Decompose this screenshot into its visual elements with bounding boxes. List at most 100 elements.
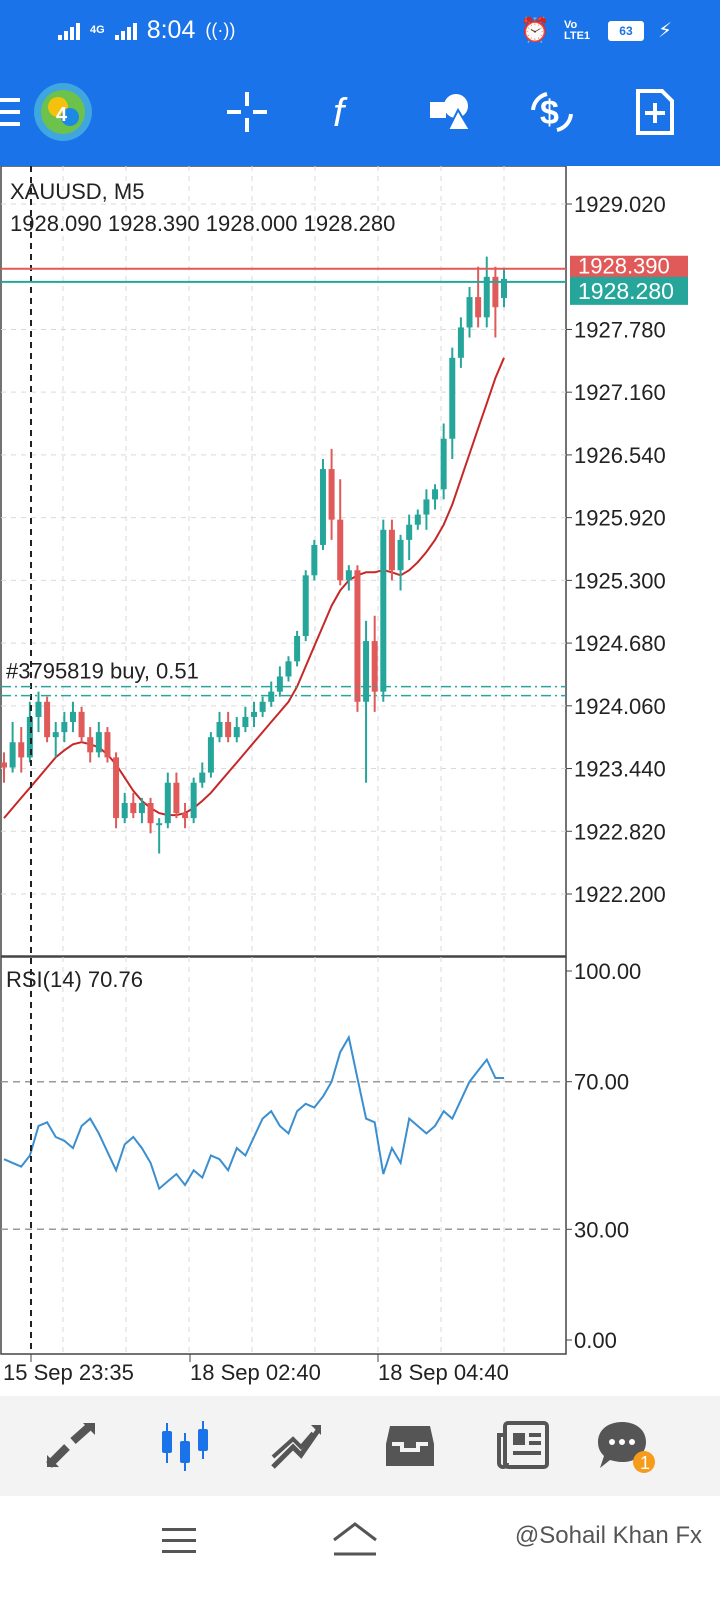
rsi-pane-frame bbox=[0, 956, 567, 1355]
price-tick-label: 1922.820 bbox=[574, 819, 666, 844]
candle-body bbox=[388, 529, 395, 571]
metatrader-logo[interactable]: 4 bbox=[30, 72, 96, 152]
status-time: 8:04 bbox=[146, 16, 196, 44]
status-right: ⏰ Vo LTE1 63 ⚡ bbox=[520, 16, 672, 45]
svg-text:4: 4 bbox=[56, 104, 68, 126]
rsi-line bbox=[3, 1034, 504, 1191]
price-tick-label: 1926.540 bbox=[574, 443, 666, 468]
time-tick-label: 18 Sep 02:40 bbox=[190, 1360, 321, 1385]
ohlc-label: 1928.090 1928.390 1928.000 1928.280 bbox=[10, 211, 395, 236]
home-icon[interactable] bbox=[330, 1520, 380, 1560]
candle-body bbox=[61, 722, 68, 733]
svg-text:f: f bbox=[333, 91, 348, 134]
price-tick-label: 1927.780 bbox=[574, 317, 666, 342]
price-tick-label: 1923.440 bbox=[574, 757, 666, 782]
candle-body bbox=[475, 297, 482, 318]
candle-body bbox=[113, 757, 120, 819]
candle-body bbox=[440, 438, 447, 490]
candle-body bbox=[156, 823, 163, 826]
price-tick-label: 1922.200 bbox=[574, 882, 666, 907]
candle-body bbox=[466, 297, 473, 328]
candle-body bbox=[363, 641, 370, 702]
candle-body bbox=[87, 737, 94, 753]
crosshair-icon[interactable] bbox=[217, 72, 277, 152]
new-order-icon[interactable] bbox=[625, 72, 685, 152]
alarm-icon: ⏰ bbox=[520, 17, 550, 44]
symbol-label: XAUUSD, M5 bbox=[10, 179, 144, 204]
candle-body bbox=[492, 276, 499, 308]
candle-body bbox=[406, 524, 413, 540]
candle-body bbox=[44, 701, 51, 738]
messages-icon[interactable]: 1 bbox=[594, 1416, 664, 1476]
grid bbox=[1, 166, 566, 1354]
top-app-bar: 4G 8:04 ((·)) ⏰ Vo LTE1 63 ⚡ 4 bbox=[0, 0, 720, 166]
candle-body bbox=[147, 802, 154, 824]
messages-badge: 1 bbox=[640, 1453, 650, 1473]
quotes-icon[interactable] bbox=[36, 1416, 106, 1476]
rsi-tick-label: 70.00 bbox=[574, 1070, 629, 1095]
signal-icon-2 bbox=[114, 22, 137, 40]
candle-body bbox=[302, 575, 309, 637]
main-pane-frame bbox=[0, 165, 567, 957]
charging-icon: ⚡ bbox=[657, 20, 672, 42]
rsi-tick-label: 30.00 bbox=[574, 1217, 629, 1242]
candle-body bbox=[311, 544, 318, 576]
svg-text:$: $ bbox=[540, 94, 559, 132]
candle-body bbox=[449, 357, 456, 439]
candle-body bbox=[164, 782, 171, 824]
candle-body bbox=[78, 711, 85, 738]
recent-apps-icon[interactable] bbox=[160, 1526, 200, 1556]
candle-body bbox=[294, 636, 301, 662]
time-axis: 15 Sep 23:35 18 Sep 02:40 18 Sep 04:40 bbox=[3, 1354, 509, 1385]
candle-body bbox=[9, 742, 16, 768]
candle-body bbox=[337, 519, 344, 581]
chart-area[interactable]: 1929.020 1927.780 1927.160 1926.540 1925.920… bbox=[0, 165, 720, 1396]
candle-body bbox=[225, 722, 232, 738]
watermark: @Sohail Khan Fx bbox=[514, 1522, 702, 1549]
candle-body bbox=[371, 641, 378, 692]
candle-body bbox=[345, 570, 352, 581]
price-chart[interactable]: 1929.020 1927.780 1927.160 1926.540 1925.920… bbox=[0, 165, 720, 1396]
candle-body bbox=[121, 802, 128, 819]
candle-body bbox=[414, 514, 421, 525]
system-navigation: @Sohail Khan Fx bbox=[0, 1496, 720, 1600]
candle-body bbox=[397, 539, 404, 571]
rsi-axis: 100.00 70.00 30.00 0.00 bbox=[566, 959, 641, 1353]
status-left: 4G 8:04 ((·)) bbox=[58, 16, 235, 45]
symbols-icon[interactable]: $ bbox=[522, 72, 582, 152]
trade-icon[interactable] bbox=[262, 1416, 332, 1476]
objects-icon[interactable] bbox=[420, 72, 480, 152]
candle-body bbox=[95, 732, 102, 753]
candle-body bbox=[251, 711, 257, 717]
news-icon[interactable] bbox=[488, 1416, 558, 1476]
candle-body bbox=[268, 691, 275, 702]
rsi-indicator bbox=[1, 1034, 566, 1231]
candle-body bbox=[457, 327, 464, 358]
price-axis: 1929.020 1927.780 1927.160 1926.540 1925.920… bbox=[566, 192, 666, 907]
candle-body bbox=[380, 529, 387, 692]
candle-body bbox=[328, 469, 335, 520]
candle-body bbox=[104, 732, 111, 758]
candle-body bbox=[285, 661, 292, 677]
status-bar: 4G 8:04 ((·)) ⏰ Vo LTE1 63 ⚡ bbox=[0, 0, 720, 58]
candle-body bbox=[190, 782, 197, 819]
price-tick-label: 1927.160 bbox=[574, 380, 666, 405]
indicators-icon[interactable]: f bbox=[317, 72, 377, 152]
menu-icon[interactable] bbox=[0, 72, 46, 152]
candle-body bbox=[233, 727, 240, 738]
candle-body bbox=[26, 716, 33, 758]
candle-body bbox=[138, 802, 145, 814]
price-tick-label: 1929.020 bbox=[574, 192, 666, 217]
candle-body bbox=[69, 711, 76, 723]
price-tick-label: 1925.300 bbox=[574, 568, 666, 593]
price-tick-label: 1924.060 bbox=[574, 694, 666, 719]
candle-body bbox=[242, 716, 249, 728]
candle-body bbox=[207, 737, 214, 773]
network-type: 4G bbox=[90, 24, 105, 36]
bottom-navigation: 1 bbox=[0, 1396, 720, 1496]
history-icon[interactable] bbox=[375, 1416, 445, 1476]
main-toolbar: 4 f $ bbox=[0, 72, 720, 152]
rsi-tick-label: 0.00 bbox=[574, 1328, 617, 1353]
candle-body bbox=[276, 676, 283, 692]
chart-icon[interactable] bbox=[150, 1416, 220, 1476]
